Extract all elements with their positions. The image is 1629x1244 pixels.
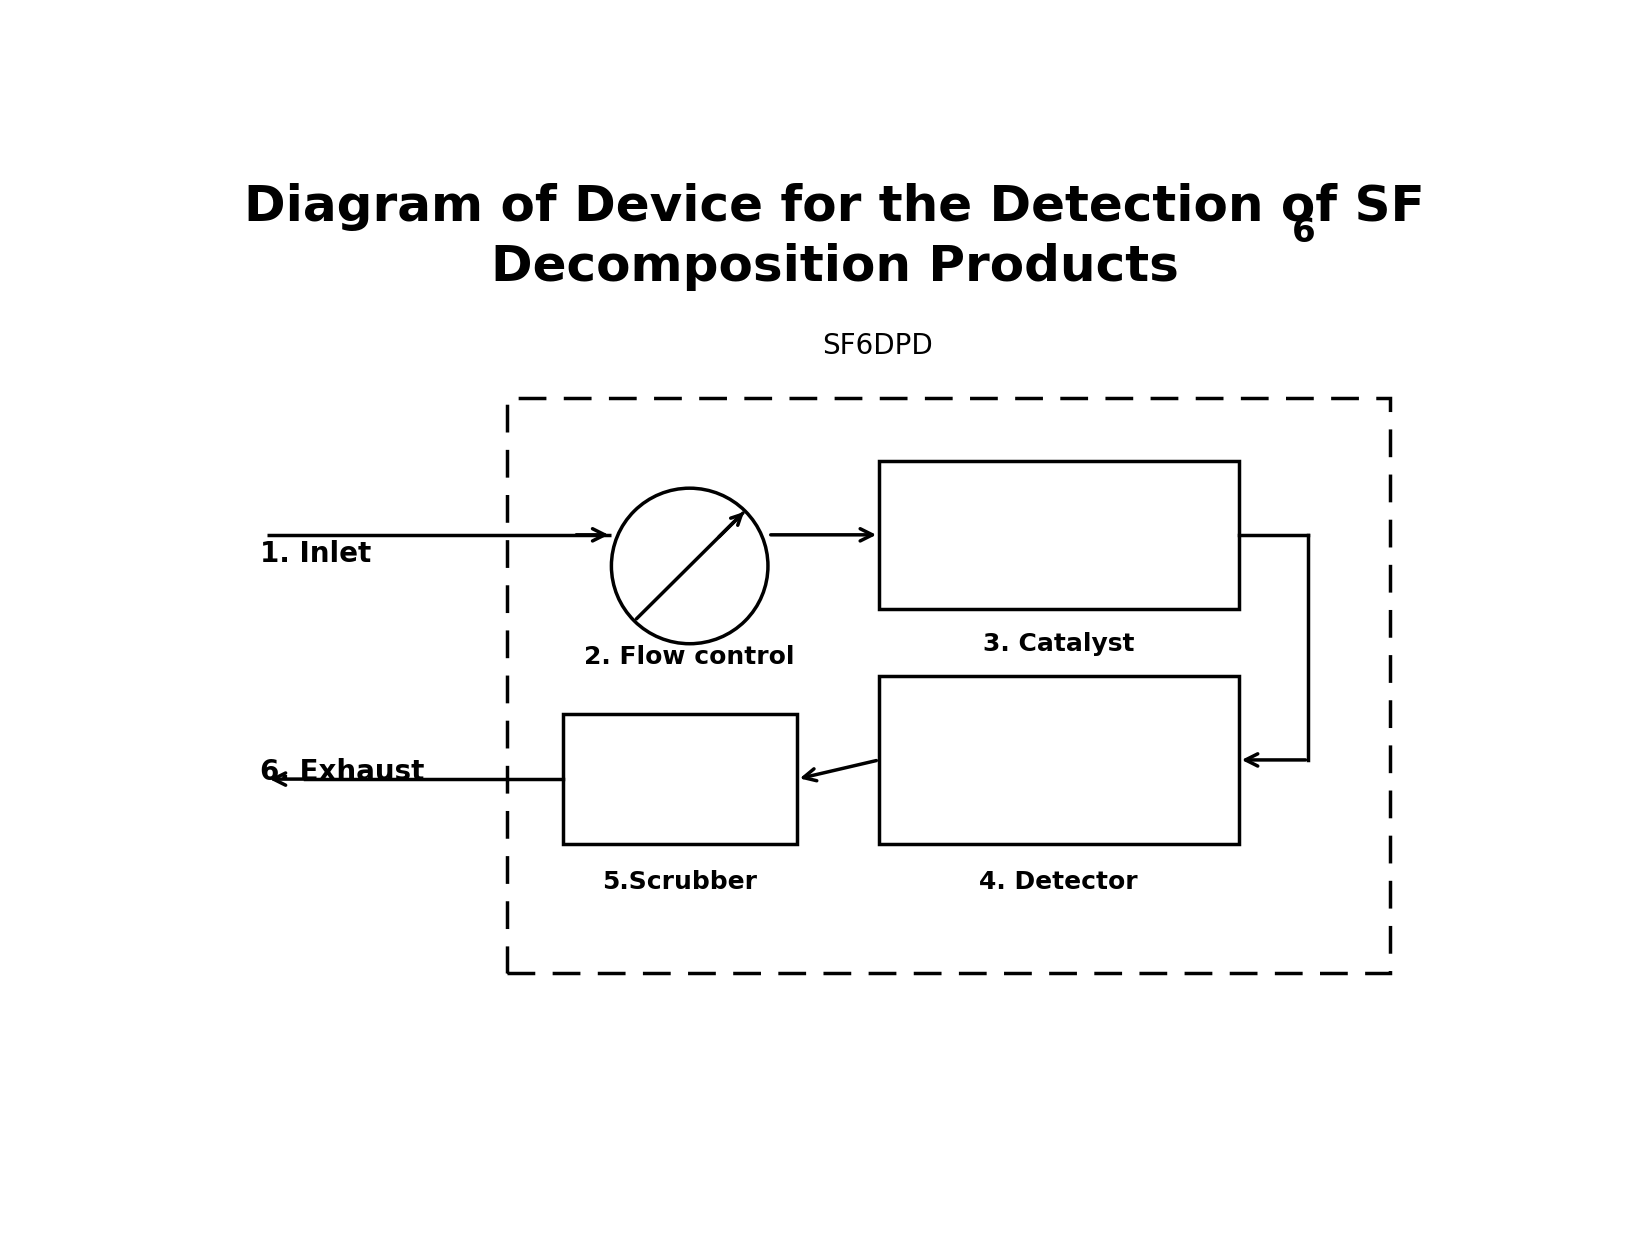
Text: 2. Flow control: 2. Flow control	[585, 644, 795, 668]
Text: 3. Catalyst: 3. Catalyst	[982, 632, 1134, 656]
Ellipse shape	[611, 488, 767, 643]
Bar	[564, 714, 797, 843]
Text: 1. Inlet: 1. Inlet	[261, 540, 371, 567]
Bar	[880, 677, 1240, 843]
Bar	[880, 460, 1240, 610]
Text: 6: 6	[1292, 216, 1316, 249]
Text: SF6DPD: SF6DPD	[823, 332, 933, 360]
Text: Decomposition Products: Decomposition Products	[490, 244, 1179, 291]
Text: 6. Exhaust: 6. Exhaust	[261, 758, 425, 786]
Bar	[507, 398, 1391, 973]
Text: 5.Scrubber: 5.Scrubber	[603, 870, 757, 893]
Text: Diagram of Device for the Detection of SF: Diagram of Device for the Detection of S…	[244, 183, 1425, 231]
Text: 4. Detector: 4. Detector	[979, 870, 1137, 893]
